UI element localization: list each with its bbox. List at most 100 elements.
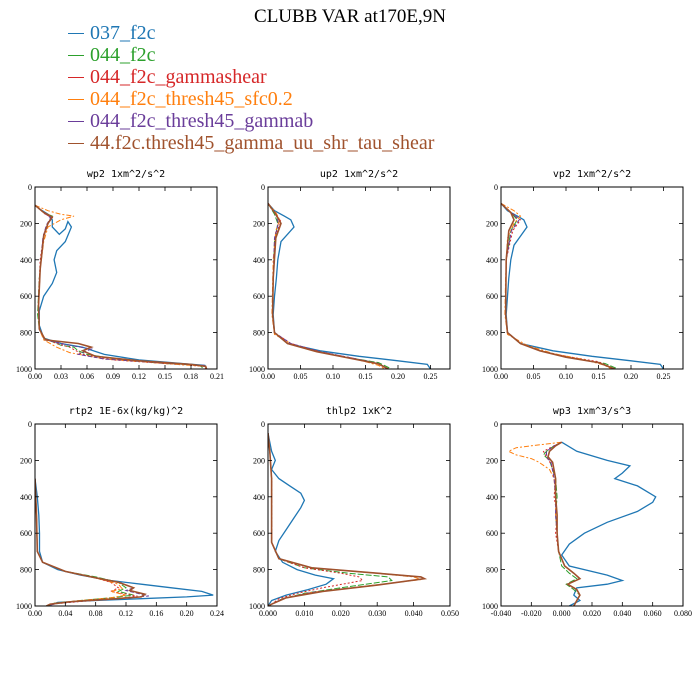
series-line: [35, 204, 207, 369]
series-line: [35, 478, 214, 606]
plot-frame: [267, 423, 451, 607]
y-tick-label: 1000: [482, 602, 498, 611]
series-line: [35, 204, 208, 369]
legend-swatch: [68, 32, 84, 34]
y-tick-label: 800: [253, 329, 265, 338]
legend-label: 044_f2c: [90, 44, 156, 66]
x-tick-label: 0.03: [54, 372, 68, 381]
x-tick-label: 0.010: [295, 609, 313, 618]
legend-label: 044_f2c_thresh45_gammab: [90, 110, 314, 132]
y-tick-label: 1000: [482, 365, 498, 374]
legend-item: 044_f2c_thresh45_gammab: [68, 110, 434, 132]
x-tick-label: -0.040: [491, 609, 512, 618]
subplot-title: rtp2 1E-6x(kg/kg)^2: [69, 406, 183, 417]
x-tick-label: 0.040: [405, 609, 423, 618]
series-group: [268, 432, 428, 606]
series-line: [35, 204, 208, 369]
legend-item: 037_f2c: [68, 22, 434, 44]
x-tick-label: 0.15: [592, 372, 606, 381]
y-tick-label: 600: [20, 292, 32, 301]
x-tick-label: 0.030: [368, 609, 386, 618]
series-line: [268, 203, 392, 369]
y-tick-label: 200: [253, 456, 265, 465]
x-tick-label: 0.060: [644, 609, 662, 618]
x-tick-label: 0.20: [624, 372, 638, 381]
series-line: [35, 478, 138, 606]
x-tick-label: 0.15: [359, 372, 373, 381]
legend-swatch: [68, 54, 84, 56]
legend-item: 044_f2c_gammashear: [68, 66, 434, 88]
x-tick-label: 0.040: [613, 609, 631, 618]
x-tick-label: 0.12: [119, 609, 133, 618]
y-tick-label: 600: [486, 529, 498, 538]
x-tick-label: 0.10: [559, 372, 573, 381]
series-group: [35, 478, 214, 606]
series-line: [268, 203, 389, 369]
series-group: [35, 204, 208, 369]
y-tick-label: 600: [253, 529, 265, 538]
y-tick-label: 400: [253, 256, 265, 265]
legend-item: 044_f2c: [68, 44, 434, 66]
series-line: [35, 204, 207, 369]
y-tick-label: 0: [261, 420, 265, 429]
x-tick-label: 0.25: [657, 372, 671, 381]
y-tick-label: 400: [20, 493, 32, 502]
series-line: [268, 202, 389, 369]
plot-frame: [34, 423, 218, 607]
subplot-title: up2 1xm^2/s^2: [320, 169, 398, 180]
x-tick-label: 0.09: [106, 372, 120, 381]
plot-frame: [500, 423, 684, 607]
x-tick-label: 0.00: [494, 372, 508, 381]
y-tick-label: 0: [28, 420, 32, 429]
subplot-title: wp3 1xm^3/s^3: [553, 406, 631, 417]
y-tick-label: 400: [253, 493, 265, 502]
series-line: [501, 202, 612, 369]
y-tick-label: 400: [486, 493, 498, 502]
series-group: [501, 202, 665, 369]
plot-frame: [267, 186, 451, 370]
x-tick-label: 0.000: [553, 609, 571, 618]
series-group: [268, 202, 432, 369]
series-line: [35, 204, 208, 369]
series-line: [268, 433, 422, 606]
y-tick-label: 600: [253, 292, 265, 301]
y-tick-label: 200: [253, 219, 265, 228]
y-tick-label: 0: [494, 183, 498, 192]
y-tick-label: 200: [20, 219, 32, 228]
x-tick-label: 0.04: [58, 609, 72, 618]
series-line: [507, 441, 581, 606]
subplot: wp2 1xm^2/s^2 0.00 0.03 0.06 0.09 0.12 0.15 0.1…: [16, 169, 224, 381]
legend-swatch: [68, 142, 84, 144]
x-tick-label: 0.20: [391, 372, 405, 381]
series-line: [268, 432, 336, 606]
legend-item: 44.f2c.thresh45_gamma_uu_shr_tau_shear: [68, 132, 434, 154]
series-line: [501, 202, 665, 369]
legend: 037_f2c 044_f2c 044_f2c_gammashear 044_f…: [68, 22, 434, 154]
series-line: [547, 441, 582, 606]
x-tick-label: 0.15: [158, 372, 172, 381]
series-line: [501, 203, 619, 369]
x-tick-label: 0.25: [424, 372, 438, 381]
legend-item: 044_f2c_thresh45_sfc0.2: [68, 88, 434, 110]
series-line: [501, 203, 615, 369]
x-tick-label: 0.08: [89, 609, 103, 618]
x-tick-label: 0.21: [210, 372, 224, 381]
subplot: thlp2 1xK^2 0.000 0.010 0.020 0.030 0.040 0.05…: [249, 406, 459, 618]
y-tick-label: 0: [261, 183, 265, 192]
subplot-title: vp2 1xm^2/s^2: [553, 169, 631, 180]
figure-title: CLUBB VAR at170E,9N: [254, 6, 446, 27]
x-tick-label: 0.12: [132, 372, 146, 381]
legend-label: 044_f2c_gammashear: [90, 66, 267, 88]
series-line: [35, 478, 147, 606]
series-line: [501, 203, 616, 369]
x-tick-label: 0.020: [332, 609, 350, 618]
y-tick-label: 1000: [249, 602, 265, 611]
subplot: rtp2 1E-6x(kg/kg)^2 0.00 0.04 0.08 0.12 0.16 0…: [16, 406, 224, 618]
legend-label: 44.f2c.thresh45_gamma_uu_shr_tau_shear: [90, 132, 435, 154]
subplot: up2 1xm^2/s^2 0.00 0.05 0.10 0.15 0.20 0.25 0 20…: [249, 169, 451, 381]
y-tick-label: 0: [494, 420, 498, 429]
x-tick-label: 0.05: [294, 372, 308, 381]
x-tick-label: -0.020: [521, 609, 542, 618]
subplot: vp2 1xm^2/s^2 0.00 0.05 0.10 0.15 0.20 0.25 0 20…: [482, 169, 684, 381]
y-tick-label: 400: [486, 256, 498, 265]
